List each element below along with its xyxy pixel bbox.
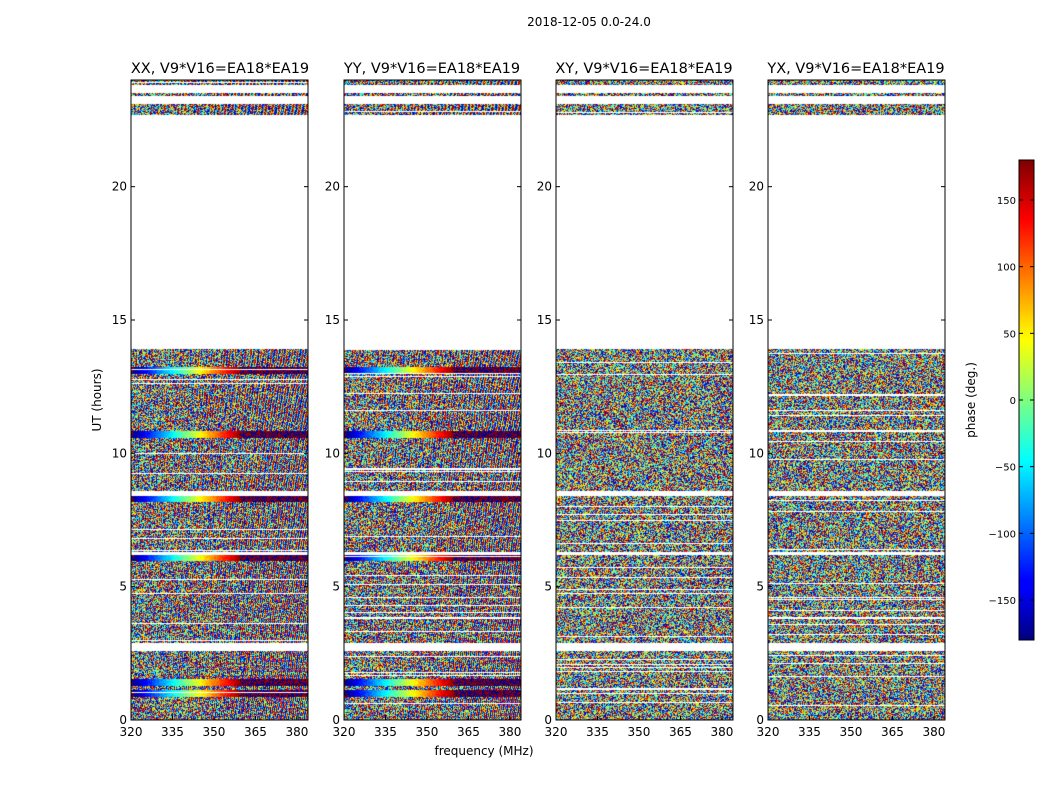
- x-tick-label: 320: [757, 725, 780, 739]
- x-axis-label: frequency (MHz): [434, 744, 533, 758]
- y-tick-label: 20: [749, 180, 764, 194]
- axis-ticks: 320 335 350 365 380 0 5 10 15 20 320 335 350 365 380 0 5…: [112, 180, 946, 739]
- panel-title: YY, V9*V16=EA18*EA19: [343, 61, 520, 77]
- colorbar-tick-label: 50: [1003, 329, 1016, 340]
- colorbar-label: phase (deg.): [964, 362, 978, 438]
- colorbar-tick-label: −100: [989, 529, 1016, 540]
- y-tick-label: 0: [332, 713, 340, 727]
- y-tick-label: 5: [332, 580, 340, 594]
- colorbar-tick-label: 100: [997, 263, 1016, 274]
- y-tick-label: 10: [325, 446, 340, 460]
- panel-yy: YY, V9*V16=EA18*EA19: [343, 61, 522, 721]
- y-tick-label: 0: [119, 713, 127, 727]
- plot-frame: [555, 79, 734, 721]
- panel-title: XY, V9*V16=EA18*EA19: [555, 61, 732, 77]
- plot-frame: [130, 79, 309, 721]
- x-tick-label: 350: [203, 725, 226, 739]
- y-tick-label: 5: [544, 580, 552, 594]
- heatmap-image: [556, 80, 733, 720]
- colorbar-tick-label: 0: [1010, 396, 1016, 407]
- x-tick-label: 365: [457, 725, 480, 739]
- y-tick-label: 5: [756, 580, 764, 594]
- panel-title: XX, V9*V16=EA18*EA19: [131, 61, 309, 77]
- x-tick-label: 335: [161, 725, 184, 739]
- x-tick-label: 365: [881, 725, 904, 739]
- colorbar-tick-label: −50: [995, 463, 1016, 474]
- heatmap-image: [344, 80, 521, 720]
- panel-yx: YX, V9*V16=EA18*EA19: [766, 61, 946, 721]
- panel-xx: XX, V9*V16=EA18*EA19: [130, 61, 309, 721]
- x-tick-label: 365: [669, 725, 692, 739]
- y-tick-label: 20: [325, 180, 340, 194]
- y-tick-label: 5: [119, 580, 127, 594]
- heatmap-image: [131, 80, 308, 720]
- x-tick-label: 350: [416, 725, 439, 739]
- y-tick-label: 0: [756, 713, 764, 727]
- x-tick-label: 335: [586, 725, 609, 739]
- x-tick-label: 365: [244, 725, 267, 739]
- y-tick-label: 20: [537, 180, 552, 194]
- x-tick-label: 335: [798, 725, 821, 739]
- x-tick-label: 350: [628, 725, 651, 739]
- y-tick-label: 0: [544, 713, 552, 727]
- panel-title: YX, V9*V16=EA18*EA19: [766, 61, 944, 77]
- y-tick-label: 15: [325, 313, 340, 327]
- y-tick-label: 20: [112, 180, 127, 194]
- x-tick-label: 335: [374, 725, 397, 739]
- plot-frame: [767, 79, 946, 721]
- x-tick-label: 380: [710, 725, 733, 739]
- x-tick-label: 320: [545, 725, 568, 739]
- y-axis-label: UT (hours): [90, 368, 104, 431]
- colorbar-tick-label: 150: [997, 196, 1016, 207]
- heatmap-image: [768, 80, 945, 720]
- x-tick-label: 380: [498, 725, 521, 739]
- panel-xy: XY, V9*V16=EA18*EA19: [555, 61, 734, 721]
- colorbar: 150 100 50 0 −50 −100 −150 phase (deg.): [964, 159, 1035, 641]
- y-tick-label: 10: [537, 446, 552, 460]
- y-tick-label: 10: [112, 446, 127, 460]
- plot-frame: [343, 79, 522, 721]
- suptitle: 2018-12-05 0.0-24.0: [527, 15, 651, 29]
- colorbar-ticks: 150 100 50 0 −50 −100 −150: [989, 196, 1034, 607]
- y-tick-label: 15: [537, 313, 552, 327]
- colorbar-tick-label: −150: [989, 596, 1016, 607]
- x-tick-label: 380: [285, 725, 308, 739]
- x-tick-label: 350: [840, 725, 863, 739]
- x-tick-label: 320: [120, 725, 143, 739]
- x-tick-label: 380: [922, 725, 945, 739]
- y-tick-label: 15: [749, 313, 764, 327]
- y-tick-label: 15: [112, 313, 127, 327]
- x-tick-label: 320: [333, 725, 356, 739]
- y-tick-label: 10: [749, 446, 764, 460]
